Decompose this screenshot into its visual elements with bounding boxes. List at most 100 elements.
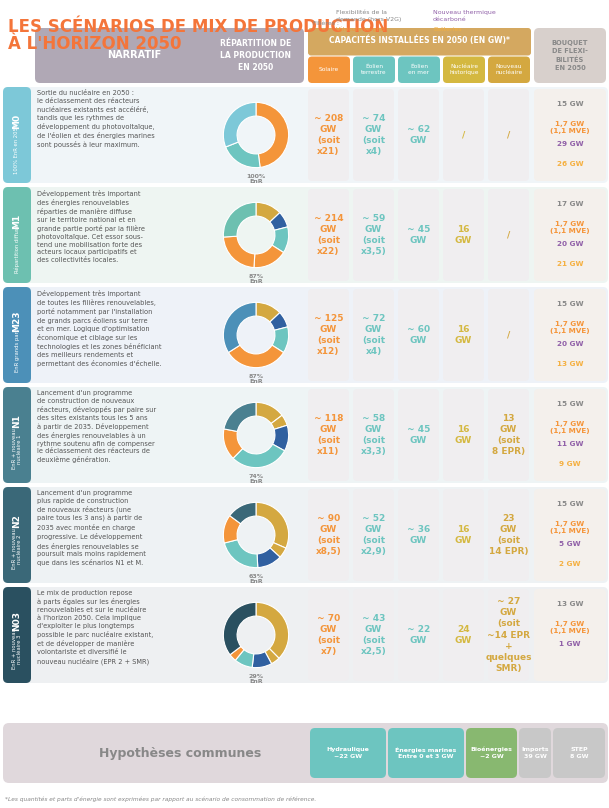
Wedge shape	[224, 540, 258, 568]
FancyBboxPatch shape	[310, 728, 386, 778]
Text: Batteries: Batteries	[433, 27, 462, 32]
Wedge shape	[228, 345, 284, 368]
Text: LES SCÉNARIOS DE MIX DE PRODUCTION: LES SCÉNARIOS DE MIX DE PRODUCTION	[8, 18, 389, 36]
Text: 15 GW: 15 GW	[557, 301, 583, 307]
FancyBboxPatch shape	[534, 89, 606, 181]
Text: 29%
EnR: 29% EnR	[248, 674, 264, 684]
Text: NARRATIF: NARRATIF	[107, 50, 161, 61]
Text: ~ 27
GW
(soit
~14 EPR
+
quelques
SMR): ~ 27 GW (soit ~14 EPR + quelques SMR)	[485, 597, 532, 673]
Text: ~ 62
GW: ~ 62 GW	[407, 125, 430, 145]
Wedge shape	[224, 302, 256, 352]
Text: RÉPARTITION DE
LA PRODUCTION
EN 2050: RÉPARTITION DE LA PRODUCTION EN 2050	[220, 40, 292, 72]
FancyBboxPatch shape	[308, 389, 349, 481]
FancyBboxPatch shape	[443, 57, 485, 83]
FancyBboxPatch shape	[488, 589, 529, 681]
Text: ~ 52
GW
(soit
x2,9): ~ 52 GW (soit x2,9)	[361, 514, 387, 556]
Text: Nouveau thermique
décarboné: Nouveau thermique décarboné	[433, 10, 496, 22]
FancyBboxPatch shape	[398, 189, 439, 281]
Text: ~ 70
GW
(soit
x7): ~ 70 GW (soit x7)	[317, 614, 340, 656]
FancyBboxPatch shape	[3, 723, 608, 783]
Text: 87%
EnR: 87% EnR	[248, 274, 264, 284]
FancyBboxPatch shape	[443, 589, 484, 681]
Text: Véhicule-to-grid: Véhicule-to-grid	[336, 27, 386, 32]
Wedge shape	[224, 236, 255, 267]
Text: ~ 90
GW
(soit
x8,5): ~ 90 GW (soit x8,5)	[315, 514, 342, 556]
Text: M0: M0	[13, 113, 21, 128]
FancyBboxPatch shape	[308, 489, 349, 581]
FancyBboxPatch shape	[534, 289, 606, 381]
Text: 29 GW: 29 GW	[557, 141, 583, 147]
Text: N03: N03	[13, 611, 21, 631]
Text: Hydraulique
~22 GW: Hydraulique ~22 GW	[326, 747, 370, 759]
Wedge shape	[270, 313, 287, 330]
FancyBboxPatch shape	[488, 389, 529, 481]
Text: /: /	[507, 230, 510, 239]
Wedge shape	[256, 302, 280, 322]
Text: 1,7 GW
(1,1 MVE): 1,7 GW (1,1 MVE)	[550, 121, 590, 134]
Text: 1 GW: 1 GW	[559, 641, 581, 647]
Wedge shape	[235, 650, 254, 667]
Wedge shape	[224, 103, 256, 147]
Wedge shape	[224, 202, 256, 237]
Text: ~ 118
GW
(soit
x11): ~ 118 GW (soit x11)	[314, 414, 343, 457]
Text: /: /	[507, 131, 510, 140]
FancyBboxPatch shape	[534, 489, 606, 581]
Text: *Les quantités et parts d'énergie sont exprimées par rapport au scénario de cons: *Les quantités et parts d'énergie sont e…	[5, 797, 316, 802]
Wedge shape	[272, 327, 289, 352]
Wedge shape	[257, 548, 280, 567]
Wedge shape	[256, 202, 280, 222]
FancyBboxPatch shape	[353, 489, 394, 581]
Text: M1: M1	[13, 213, 21, 229]
Text: 1,7 GW
(1,1 MVE): 1,7 GW (1,1 MVE)	[550, 621, 590, 634]
Wedge shape	[256, 503, 289, 548]
Text: 5 GW: 5 GW	[559, 541, 581, 547]
FancyBboxPatch shape	[519, 728, 551, 778]
Wedge shape	[224, 516, 241, 543]
Text: Énergies marines
Entre 0 et 3 GW: Énergies marines Entre 0 et 3 GW	[395, 747, 457, 760]
Text: 16
GW: 16 GW	[455, 225, 472, 245]
Text: 21 GW: 21 GW	[557, 261, 583, 267]
Text: CAPACITÉS INSTALLÉES EN 2050 (EN GW)*: CAPACITÉS INSTALLÉES EN 2050 (EN GW)*	[329, 36, 510, 45]
Text: 11 GW: 11 GW	[557, 441, 583, 447]
Text: Lancement d'un programme
plus rapide de construction
de nouveaux réacteurs (une
: Lancement d'un programme plus rapide de …	[37, 490, 146, 566]
Wedge shape	[270, 543, 286, 557]
Text: EnR + nouveau
nucléaire 3: EnR + nouveau nucléaire 3	[12, 629, 23, 670]
Text: ~ 125
GW
(soit
x12): ~ 125 GW (soit x12)	[314, 314, 343, 356]
FancyBboxPatch shape	[308, 57, 350, 83]
FancyBboxPatch shape	[398, 489, 439, 581]
Text: 20 GW: 20 GW	[557, 241, 583, 247]
Text: 20 GW: 20 GW	[557, 341, 583, 347]
FancyBboxPatch shape	[466, 728, 517, 778]
FancyBboxPatch shape	[443, 489, 484, 581]
Wedge shape	[226, 142, 260, 167]
Text: /: /	[462, 131, 465, 140]
FancyBboxPatch shape	[308, 289, 349, 381]
FancyBboxPatch shape	[308, 28, 531, 56]
FancyBboxPatch shape	[488, 57, 530, 83]
Text: ~ 59
GW
(soit
x3,5): ~ 59 GW (soit x3,5)	[361, 214, 386, 256]
Text: 1,7 GW
(1,1 MVE): 1,7 GW (1,1 MVE)	[550, 221, 590, 234]
Text: ~ 45
GW: ~ 45 GW	[407, 225, 430, 245]
Text: Éolien
terrestre: Éolien terrestre	[361, 64, 387, 75]
FancyBboxPatch shape	[308, 89, 349, 181]
Text: À L'HORIZON 2050: À L'HORIZON 2050	[8, 35, 181, 53]
Text: N1: N1	[13, 414, 21, 428]
FancyBboxPatch shape	[3, 587, 31, 683]
Text: 15 GW: 15 GW	[557, 501, 583, 507]
Text: Imports
39 GW: Imports 39 GW	[521, 747, 549, 759]
FancyBboxPatch shape	[3, 87, 608, 183]
FancyBboxPatch shape	[443, 289, 484, 381]
Text: 87%
EnR: 87% EnR	[248, 373, 264, 385]
Text: Bioénergies
~2 GW: Bioénergies ~2 GW	[471, 747, 512, 759]
FancyBboxPatch shape	[534, 589, 606, 681]
Wedge shape	[230, 503, 256, 524]
FancyBboxPatch shape	[3, 487, 608, 583]
Text: 1,7 GW
(1,1 MVE): 1,7 GW (1,1 MVE)	[550, 421, 590, 435]
Text: 1,7 GW
(1,1 MVE): 1,7 GW (1,1 MVE)	[550, 521, 590, 535]
Text: EnR grands parcs: EnR grands parcs	[15, 326, 19, 372]
Text: 74%
EnR: 74% EnR	[248, 473, 264, 485]
FancyBboxPatch shape	[488, 89, 529, 181]
Wedge shape	[256, 602, 289, 659]
FancyBboxPatch shape	[353, 57, 395, 83]
Text: ~ 43
GW
(soit
x2,5): ~ 43 GW (soit x2,5)	[361, 614, 386, 656]
